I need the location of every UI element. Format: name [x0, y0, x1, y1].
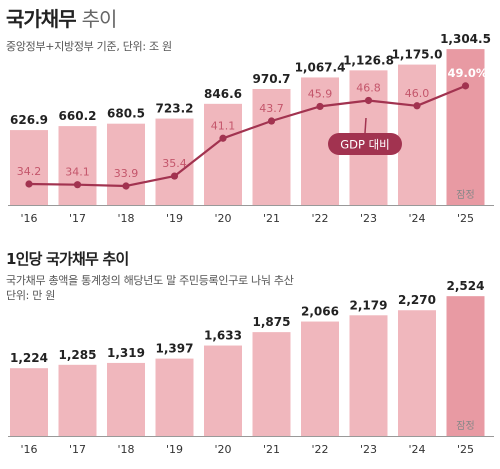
gdp-legend-pointer	[364, 117, 367, 134]
chart2-note: 국가채무 총액을 통계청의 해당년도 말 주민등록인구로 나눠 추산	[6, 274, 294, 287]
chart1-tick-label-8: '24	[408, 212, 425, 225]
chart1-value-label-0: 626.9	[10, 113, 48, 127]
gdp-ratio-label-2: 33.9	[114, 167, 139, 180]
gdp-ratio-point-4	[219, 134, 227, 142]
chart2-bar-7	[349, 315, 388, 436]
chart1-value-label-9: 1,304.5	[440, 32, 491, 46]
title-main: 국가채무	[6, 7, 77, 31]
chart1-value-label-3: 723.2	[156, 102, 194, 116]
chart1-tick-label-3: '19	[166, 212, 183, 225]
gdp-ratio-point-0	[25, 180, 33, 188]
chart2-value-label-1: 1,285	[59, 348, 97, 362]
gdp-ratio-label-0: 34.2	[17, 165, 42, 178]
chart2-unit: 단위: 만 원	[6, 289, 56, 302]
chart2-bar-0	[10, 368, 48, 436]
gdp-ratio-point-8	[413, 102, 421, 110]
chart2-value-label-4: 1,633	[204, 329, 242, 343]
chart1-value-label-4: 846.6	[204, 87, 242, 101]
chart1-value-label-7: 1,126.8	[343, 53, 394, 67]
gdp-ratio-point-3	[170, 172, 179, 180]
chart2-tick-label-1: '17	[69, 443, 86, 456]
gdp-legend-pill	[328, 133, 402, 155]
chart1-provisional-note: 잠정	[456, 189, 474, 201]
gdp-legend-label: GDP 대비	[340, 138, 390, 152]
chart1-bar-4	[204, 103, 242, 205]
chart1-bar-1	[58, 126, 97, 205]
chart1-bar-0	[10, 130, 48, 205]
chart1-tick-label-2: '18	[117, 212, 134, 225]
chart2-tick-label-9: '25	[457, 443, 474, 456]
chart2-tick-label-8: '24	[408, 443, 425, 456]
gdp-ratio-point-2	[122, 182, 130, 190]
chart2-bar-6	[301, 321, 339, 436]
chart1-bar-3	[155, 118, 194, 205]
gdp-ratio-line	[28, 84, 466, 188]
gdp-ratio-point-6	[316, 102, 324, 111]
chart2-tick-label-0: '16	[20, 443, 37, 456]
chart2-value-label-9: 2,524	[447, 279, 485, 293]
gdp-ratio-point-1	[73, 181, 82, 189]
chart2-tick-label-6: '22	[311, 443, 328, 456]
chart2-tick-label-7: '23	[360, 443, 377, 456]
chart2-bar-4	[204, 345, 242, 436]
chart2-title: 1인당 국가채무 추이	[6, 250, 129, 268]
chart1-value-label-8: 1,175.0	[392, 48, 443, 62]
chart2-bar-8	[398, 310, 436, 436]
chart2-tick-label-5: '21	[263, 443, 280, 456]
gdp-ratio-label-3: 35.4	[162, 157, 187, 170]
chart1-bar-8	[398, 64, 436, 206]
gdp-ratio-label-4: 41.1	[211, 119, 236, 132]
chart1-value-label-6: 1,067.4	[295, 60, 346, 74]
gdp-ratio-label-7: 46.8	[356, 81, 381, 94]
title-light: 추이	[81, 7, 118, 31]
gdp-ratio-point-9	[461, 82, 470, 90]
chart1-tick-label-9: '25	[457, 212, 474, 225]
chart2-value-label-7: 2,179	[350, 298, 388, 312]
page-title: 국가채무 추이	[6, 3, 118, 32]
chart1-tick-label-6: '22	[311, 212, 328, 225]
chart2-bar-2	[107, 362, 145, 436]
chart1-bar-2	[107, 123, 145, 205]
chart2-value-label-0: 1,224	[10, 351, 48, 365]
chart1-tick-label-5: '21	[263, 212, 280, 225]
chart1-value-label-1: 660.2	[59, 109, 97, 123]
chart1-subtitle: 중앙정부+지방정부 기준, 단위: 조 원	[6, 40, 172, 53]
chart1-value-label-2: 680.5	[107, 107, 145, 121]
gdp-ratio-label-9: 49.0%	[448, 66, 488, 80]
chart2-bar-1	[58, 364, 97, 436]
chart1-tick-label-0: '16	[20, 212, 37, 225]
chart1-tick-label-1: '17	[69, 212, 86, 225]
gdp-ratio-point-7	[364, 96, 373, 105]
gdp-ratio-label-8: 46.0	[405, 87, 430, 100]
chart2-bar-9	[446, 296, 485, 436]
gdp-ratio-label-1: 34.1	[65, 166, 90, 179]
gdp-ratio-label-6: 45.9	[308, 87, 333, 100]
chart2-bar-3	[155, 358, 194, 436]
chart2-tick-label-4: '20	[214, 443, 231, 456]
chart2-bar-5	[252, 332, 291, 436]
chart2-value-label-2: 1,319	[107, 346, 145, 360]
chart2-value-label-6: 2,066	[301, 305, 339, 319]
chart1-value-label-5: 970.7	[253, 72, 291, 86]
chart2-tick-label-3: '19	[166, 443, 183, 456]
chart2-value-label-3: 1,397	[156, 342, 194, 356]
chart1-bar-5	[252, 89, 291, 205]
gdp-ratio-point-5	[267, 117, 276, 125]
gdp-ratio-label-5: 43.7	[259, 102, 284, 115]
chart2-tick-label-2: '18	[117, 443, 134, 456]
chart1-bar-9	[446, 49, 485, 206]
chart1-tick-label-7: '23	[360, 212, 377, 225]
chart2-provisional-note: 잠정	[456, 420, 474, 432]
chart1-tick-label-4: '20	[214, 212, 231, 225]
chart2-value-label-8: 2,270	[398, 293, 436, 307]
chart2-value-label-5: 1,875	[253, 315, 291, 329]
